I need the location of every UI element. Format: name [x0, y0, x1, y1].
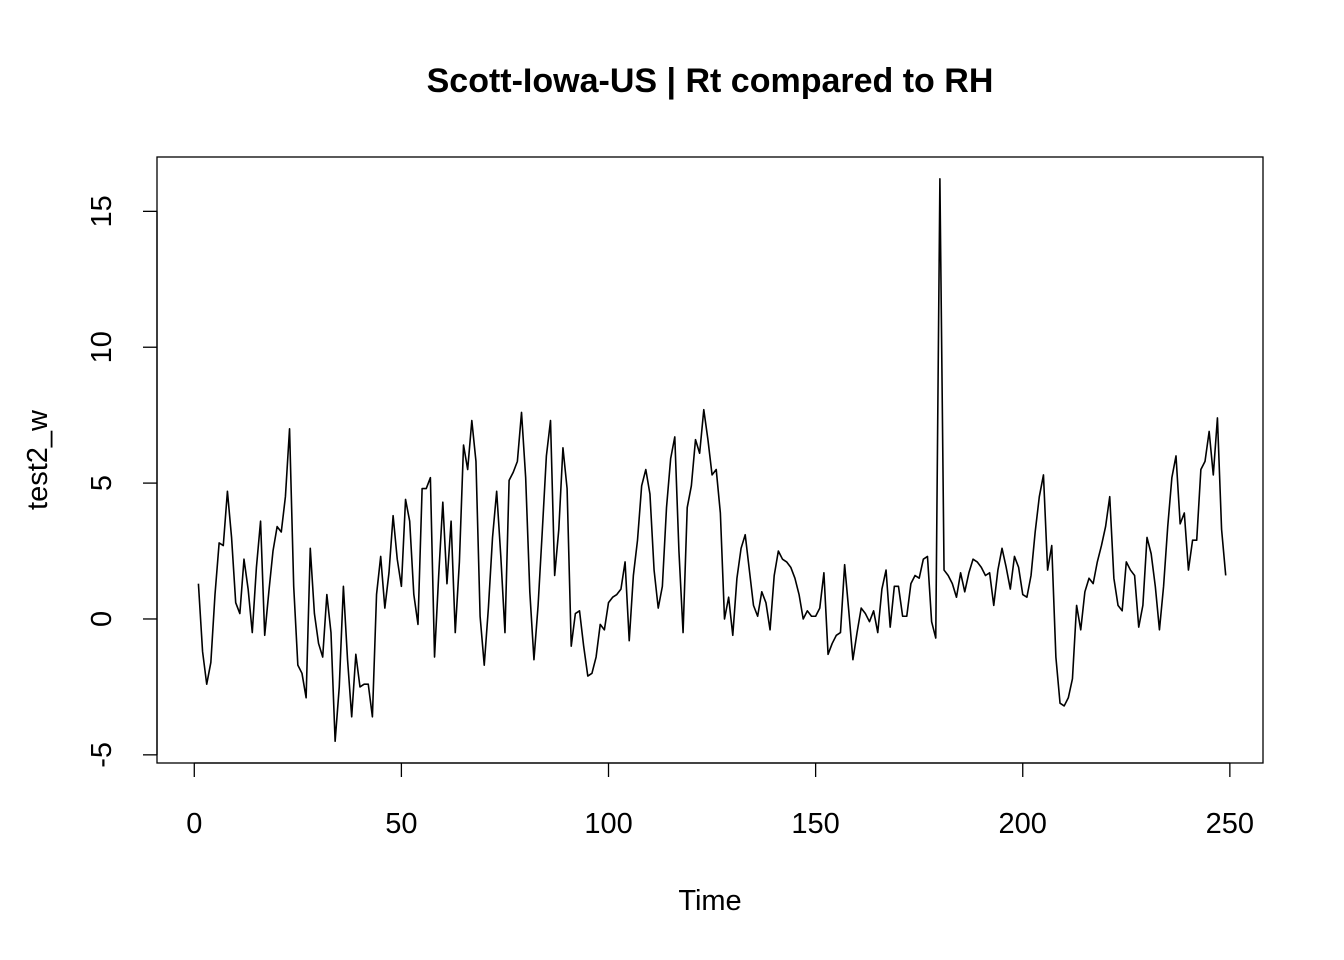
series-line — [197, 177, 1227, 743]
y-axis-label: test2_w — [22, 409, 54, 510]
x-axis-ticks: 0 50 100 150 200 250 — [186, 763, 1254, 840]
y-tick-label: 10 — [86, 331, 118, 363]
y-tick-label: 0 — [86, 611, 118, 627]
y-axis-ticks: -5 0 5 10 15 — [86, 195, 157, 768]
y-tick-label: 15 — [86, 195, 118, 227]
x-tick-label: 0 — [186, 808, 202, 840]
chart-title: Scott-Iowa-US | Rt compared to RH — [427, 62, 994, 100]
x-tick-label: 100 — [584, 808, 632, 840]
x-tick-label: 150 — [791, 808, 839, 840]
x-axis-label: Time — [678, 885, 741, 917]
x-tick-label: 250 — [1206, 808, 1254, 840]
x-tick-label: 50 — [385, 808, 417, 840]
y-tick-label: 5 — [86, 475, 118, 491]
x-tick-label: 200 — [999, 808, 1047, 840]
y-tick-label: -5 — [86, 742, 118, 768]
